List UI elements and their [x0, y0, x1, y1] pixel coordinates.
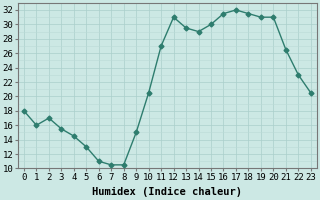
X-axis label: Humidex (Indice chaleur): Humidex (Indice chaleur)	[92, 187, 242, 197]
